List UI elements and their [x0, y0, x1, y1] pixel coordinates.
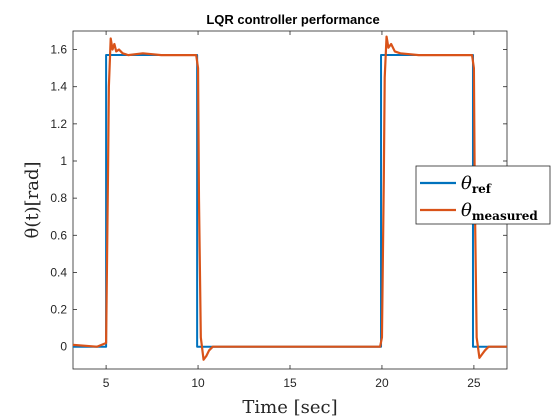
legend-main: θ: [461, 200, 472, 221]
y-tick-label: 0.2: [50, 303, 67, 317]
x-axis-label: Time [sec]: [242, 397, 337, 418]
legend-subscript: ref: [472, 182, 492, 196]
legend-box: [415, 165, 551, 225]
legend-entry: θref: [461, 173, 492, 196]
legend-main: θ: [461, 173, 472, 194]
y-tick-label: 0.4: [50, 265, 67, 279]
chart-title: LQR controller performance: [206, 12, 379, 27]
x-tick-label: 10: [191, 376, 205, 390]
y-tick-label: 1.6: [50, 43, 67, 57]
x-tick-label: 25: [467, 376, 481, 390]
axes: 5 10 15 20 25 0 0.2 0.4 0.6 0.8 1 1.2 1.4 1.6: [50, 30, 508, 390]
x-tick-label: 5: [103, 376, 110, 390]
legend-entry: θmeasured: [461, 200, 538, 223]
series-line-measured: [72, 35, 507, 361]
y-tick-label: 0.8: [50, 191, 67, 205]
x-tick-label: 15: [283, 376, 297, 390]
y-tick-label: 0.6: [50, 228, 67, 242]
y-tick-label: 1: [60, 154, 67, 168]
y-tick-label: 1.4: [50, 80, 67, 94]
legend-subscript: measured: [472, 209, 539, 223]
y-axis-label: θ(t)[rad]: [22, 161, 43, 238]
y-tick-label: 1.2: [50, 117, 67, 131]
y-tick-label: 0: [60, 340, 67, 354]
x-tick-label: 20: [375, 376, 389, 390]
